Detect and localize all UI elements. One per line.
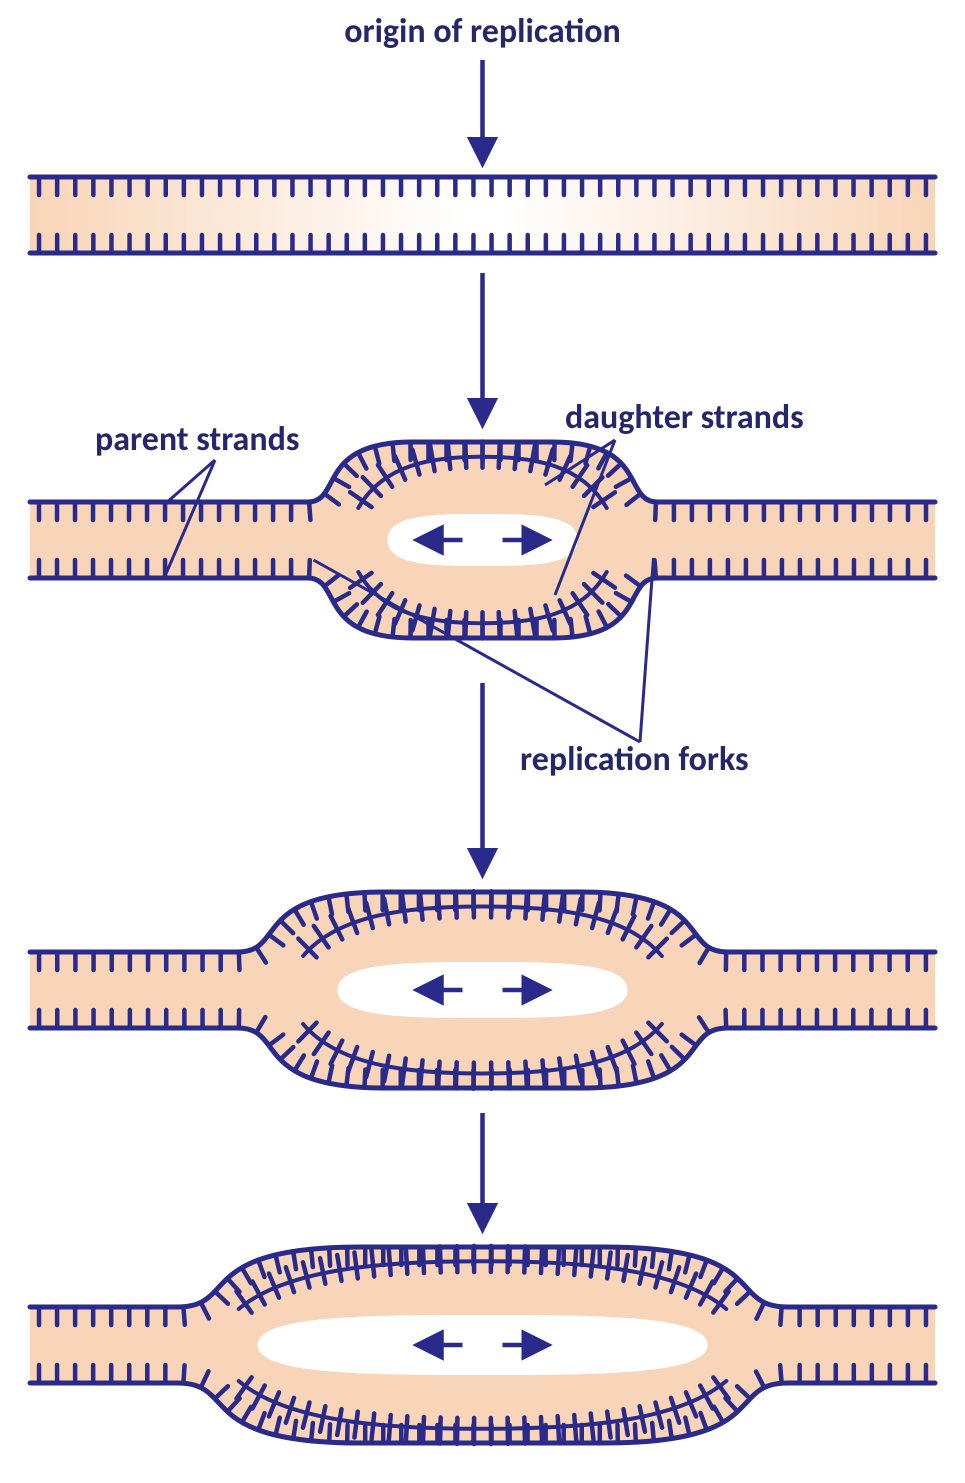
stage-3 [30,891,935,1089]
stage-2 [30,442,935,639]
label-forks: replication forks [520,739,749,780]
label-origin: origin of replication [344,11,621,52]
diagram-canvas: origin of replication parent strands daugh… [0,0,965,1483]
stage-4 [30,1246,935,1444]
label-daughter: daughter strands [565,397,804,438]
label-parent: parent strands [95,419,299,460]
diagram-svg: origin of replication parent strands daugh… [0,0,965,1483]
stage-1 [30,177,935,253]
